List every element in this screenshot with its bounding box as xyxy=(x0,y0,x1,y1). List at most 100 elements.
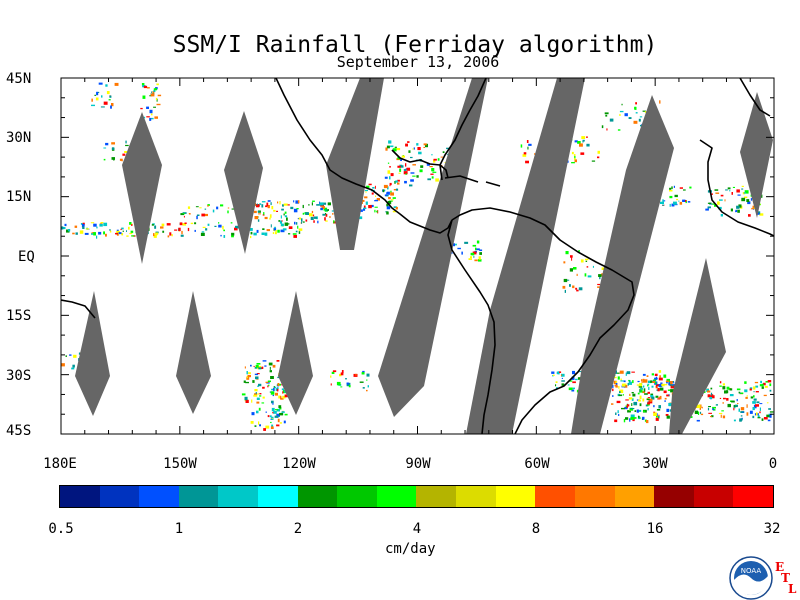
rain-pixel xyxy=(368,205,372,209)
rain-pixel xyxy=(577,377,581,380)
rain-pixel xyxy=(571,257,573,261)
rain-pixel xyxy=(277,201,279,204)
rain-pixel xyxy=(361,372,365,375)
rain-pixel xyxy=(141,83,145,86)
swath-gap xyxy=(669,258,726,434)
rain-pixel xyxy=(227,207,230,209)
rain-pixel xyxy=(235,225,239,228)
rain-pixel xyxy=(571,376,575,380)
rain-pixel xyxy=(576,289,579,292)
rain-pixel xyxy=(719,397,722,399)
rain-pixel xyxy=(194,222,197,225)
rain-pixel xyxy=(464,241,469,244)
rain-pixel xyxy=(256,363,261,365)
rain-pixel xyxy=(269,214,272,218)
rain-pixel xyxy=(655,386,658,388)
lat-label-45n: 45N xyxy=(6,71,32,87)
rain-pixel xyxy=(325,220,328,222)
rain-pixel xyxy=(658,370,662,373)
lat-label-15s: 15S xyxy=(6,308,32,324)
lon-label-90w: 90W xyxy=(405,456,431,472)
rain-pixel xyxy=(638,417,641,419)
rain-pixel xyxy=(327,209,329,211)
rain-pixel xyxy=(714,204,717,207)
rain-pixel xyxy=(358,216,363,220)
rain-pixel xyxy=(397,165,401,168)
rain-pixel xyxy=(734,404,738,407)
rain-pixel xyxy=(297,200,300,204)
rain-pixel xyxy=(761,386,764,389)
rain-pixel xyxy=(741,185,744,187)
rain-pixel xyxy=(169,232,172,236)
rain-pixel xyxy=(187,227,190,232)
lon-label-180e: 180E xyxy=(43,456,77,472)
rain-pixel xyxy=(180,234,184,237)
rain-pixel xyxy=(713,409,716,411)
rain-pixel xyxy=(666,394,669,397)
rain-pixel xyxy=(388,197,391,200)
rain-pixel xyxy=(581,136,586,139)
rain-pixel xyxy=(66,229,70,233)
rain-pixel xyxy=(667,389,671,391)
rain-pixel xyxy=(416,143,419,146)
rain-pixel xyxy=(281,397,284,400)
rain-pixel xyxy=(657,398,660,400)
rain-pixel xyxy=(305,212,309,215)
rain-pixel xyxy=(676,198,679,201)
rain-pixel xyxy=(707,407,710,411)
rain-pixel xyxy=(272,394,274,397)
rain-pixel xyxy=(205,228,208,231)
rain-pixel xyxy=(425,143,428,148)
rain-pixel xyxy=(619,113,621,116)
rain-pixel xyxy=(420,165,424,168)
rain-pixel xyxy=(624,385,628,388)
rain-pixel xyxy=(654,377,658,380)
rain-pixel xyxy=(556,371,559,375)
rain-pixel xyxy=(520,144,523,148)
rain-pixel xyxy=(340,386,343,388)
rain-pixel xyxy=(284,394,288,398)
rain-pixel xyxy=(711,203,715,205)
rain-pixel xyxy=(619,389,624,393)
rain-pixel xyxy=(284,413,288,416)
rain-pixel xyxy=(274,386,276,389)
rain-pixel xyxy=(271,418,273,420)
lat-label-45s: 45S xyxy=(6,423,32,439)
rain-pixel xyxy=(161,223,165,227)
rain-pixel xyxy=(256,401,260,404)
rain-pixel xyxy=(707,206,711,209)
colorbar-cell xyxy=(574,486,615,507)
rain-pixel xyxy=(643,379,648,383)
rain-pixel xyxy=(286,217,288,221)
rain-pixel xyxy=(113,158,115,161)
rain-pixel xyxy=(301,218,303,222)
rain-pixel xyxy=(665,380,670,383)
rain-pixel xyxy=(105,233,107,237)
rain-pixel xyxy=(660,201,664,204)
rain-pixel xyxy=(584,258,589,261)
rain-pixel xyxy=(257,219,260,222)
rain-pixel xyxy=(269,217,271,220)
rain-pixel xyxy=(687,201,691,203)
rain-pixel xyxy=(479,252,482,255)
rain-pixel xyxy=(729,394,734,397)
rain-pixel xyxy=(129,232,133,235)
rain-pixel xyxy=(316,216,318,220)
rain-pixel xyxy=(284,211,287,214)
rain-pixel xyxy=(143,85,148,89)
rain-pixel xyxy=(769,414,772,418)
rain-pixel xyxy=(746,404,748,408)
rain-pixel xyxy=(527,146,529,150)
lat-label-eq: EQ xyxy=(18,249,35,265)
etl-letter-l: L xyxy=(788,582,797,596)
rain-pixel xyxy=(83,223,85,227)
rain-pixel xyxy=(216,206,219,210)
rain-pixel xyxy=(669,409,673,412)
rain-pixel xyxy=(79,230,84,234)
rain-pixel xyxy=(274,231,277,235)
rain-pixel xyxy=(372,187,375,189)
rain-pixel xyxy=(125,144,129,147)
rain-pixel xyxy=(612,395,614,397)
rain-pixel xyxy=(245,399,249,403)
rain-pixel xyxy=(621,103,623,106)
